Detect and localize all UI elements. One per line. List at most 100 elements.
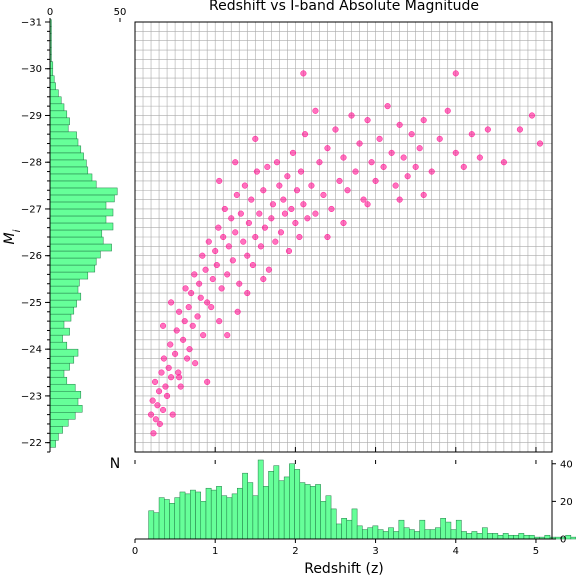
y-tick-label: −27	[21, 204, 42, 215]
bottom-histogram-bar	[190, 489, 196, 540]
left-histogram-bar	[49, 278, 80, 287]
scatter-point	[216, 318, 223, 325]
scatter-point	[245, 219, 252, 227]
scatter-point	[176, 374, 183, 381]
y-tick-label: −25	[21, 298, 42, 309]
scatter-panel	[134, 21, 553, 453]
bottom-histogram-bar	[309, 486, 316, 540]
scatter-point	[420, 191, 427, 198]
scatter-point	[169, 411, 176, 418]
x-tick-label: 3	[372, 546, 378, 557]
y-tick-label: −23	[21, 391, 42, 402]
left-histogram-bar	[49, 376, 68, 385]
scatter-point	[186, 346, 193, 353]
scatter-point	[224, 332, 231, 339]
scatter-point	[156, 420, 163, 428]
bottom-histogram-bar	[388, 527, 394, 540]
scatter-point	[160, 355, 167, 362]
scatter-point	[202, 266, 209, 273]
scatter-point	[172, 350, 179, 357]
bottom-histogram-bar	[273, 465, 280, 540]
scatter-point	[194, 313, 201, 320]
scatter-point	[293, 187, 301, 194]
bottom-histogram-bar	[294, 469, 301, 540]
left-histogram-count-label: 0	[47, 7, 53, 18]
left-histogram-bar	[49, 334, 63, 343]
scatter-point	[158, 369, 165, 376]
scatter-point	[199, 252, 206, 259]
scatter-point	[160, 322, 167, 329]
scatter-point	[152, 416, 159, 423]
left-histogram-bar	[49, 180, 97, 189]
scatter-point	[292, 219, 299, 227]
bottom-histogram-bar	[476, 533, 483, 540]
bottom-histogram-bar	[435, 527, 441, 540]
bottom-histogram-bar	[362, 529, 368, 540]
scatter-point	[273, 159, 280, 166]
y-tick-label: −29	[21, 111, 42, 122]
bottom-histogram-bar	[382, 531, 389, 540]
scatter-point	[484, 126, 491, 133]
bottom-histogram-bar	[169, 503, 175, 540]
scatter-point	[204, 299, 211, 306]
bottom-histogram-bar	[528, 534, 535, 540]
scatter-point	[220, 233, 227, 241]
bottom-histogram-bar	[320, 501, 327, 540]
bottom-histogram-bar	[242, 472, 248, 540]
scatter-point	[181, 318, 188, 325]
left-histogram-bar	[49, 166, 89, 175]
scatter-point	[180, 336, 187, 343]
scatter-point	[244, 290, 251, 297]
bottom-histogram-bar	[450, 529, 457, 540]
scatter-point	[261, 224, 268, 231]
bottom-histogram-bar	[299, 482, 306, 540]
scatter-point	[233, 191, 240, 198]
scatter-point	[328, 205, 335, 213]
scatter-point	[232, 159, 239, 166]
scatter-point	[154, 402, 161, 409]
left-histogram-bar	[49, 264, 96, 273]
bottom-histogram-bar	[325, 495, 332, 540]
x-tick-label: 4	[453, 546, 459, 557]
scatter-point	[162, 383, 169, 390]
left-histogram-bar	[49, 412, 76, 420]
bottom-histogram-bar	[158, 497, 165, 540]
bottom-histogram-bar	[461, 531, 467, 540]
left-histogram-bar	[49, 194, 115, 203]
scatter-point	[167, 341, 174, 348]
bottom-histogram-bar	[341, 518, 347, 540]
left-histogram-bar	[49, 159, 87, 168]
left-histogram-bar	[49, 152, 84, 161]
scatter-point	[380, 163, 387, 170]
left-histogram-count-label: 50	[114, 7, 127, 18]
scatter-point	[236, 280, 243, 287]
left-histogram-bar	[49, 208, 114, 217]
left-histogram-bar	[49, 173, 93, 182]
scatter-point	[221, 205, 228, 213]
left-histogram-bar	[49, 82, 56, 91]
scatter-point	[528, 112, 536, 119]
scatter-point	[300, 201, 307, 208]
scatter-point	[336, 177, 343, 184]
left-histogram-bar	[49, 250, 101, 259]
left-histogram-bar	[49, 292, 82, 301]
scatter-point	[368, 159, 375, 166]
scatter-point	[248, 196, 255, 203]
scatter-point	[372, 177, 379, 184]
scatter-point	[364, 201, 371, 208]
bottom-histogram-bar	[195, 491, 202, 540]
bottom-histogram-bar	[356, 525, 363, 540]
scatter-point	[188, 290, 195, 297]
scatter-point	[396, 196, 403, 203]
bottom-histogram-bar	[236, 487, 243, 540]
scatter-point	[196, 280, 203, 287]
scatter-points	[147, 70, 544, 437]
bottom-histogram-bar	[424, 529, 431, 540]
scatter-point	[208, 304, 215, 311]
histogram-count-tick-label: 0	[560, 535, 566, 546]
left-histogram-bar	[49, 398, 79, 406]
scatter-point	[312, 107, 319, 114]
y-tick-label: −31	[21, 18, 42, 29]
left-histogram-bar	[49, 362, 70, 371]
scatter-point	[277, 229, 285, 236]
